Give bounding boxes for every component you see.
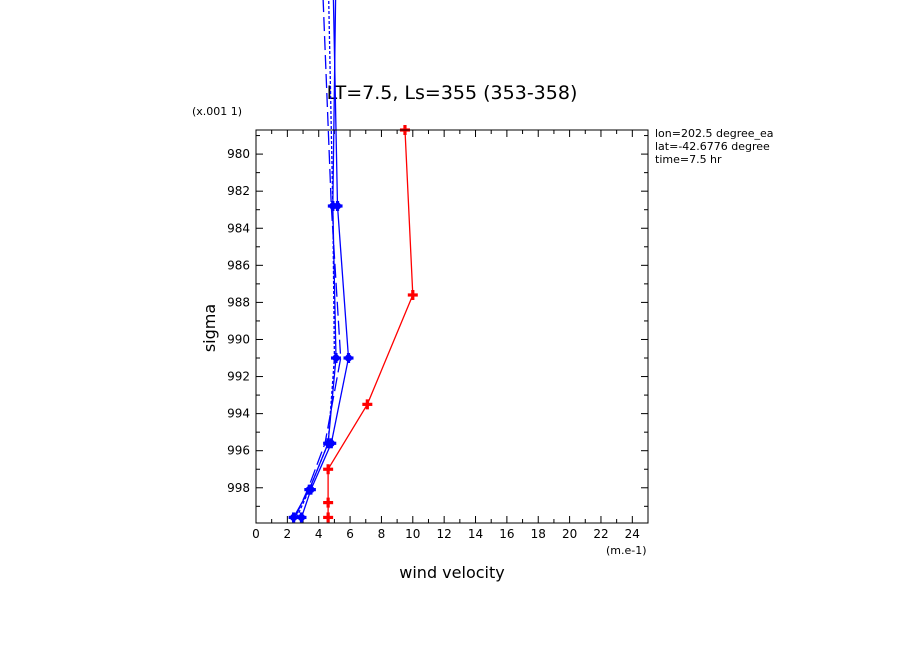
y-scale-label: (x.001 1) bbox=[192, 105, 242, 118]
chart-title: LT=7.5, Ls=355 (353-358) bbox=[327, 82, 578, 104]
y-tick-label: 986 bbox=[227, 258, 250, 272]
y-tick-label: 990 bbox=[227, 332, 250, 346]
x-tick-label: 12 bbox=[437, 527, 452, 541]
y-tick-label: 988 bbox=[227, 295, 250, 309]
y-tick-label: 992 bbox=[227, 370, 250, 384]
series-line bbox=[327, 129, 414, 518]
x-tick-label: 20 bbox=[562, 527, 577, 541]
data-point-marker bbox=[323, 464, 334, 475]
data-point-marker bbox=[362, 399, 373, 410]
x-tick-label: 18 bbox=[531, 527, 546, 541]
x-tick-label: 10 bbox=[405, 527, 420, 541]
x-tick-label: 24 bbox=[625, 527, 640, 541]
y-tick-label: 994 bbox=[227, 407, 250, 421]
series-line bbox=[294, 0, 342, 518]
info-line: time=7.5 hr bbox=[655, 153, 722, 166]
x-axis-label: wind velocity bbox=[399, 563, 504, 582]
y-tick-label: 996 bbox=[227, 444, 250, 458]
series-layer bbox=[288, 0, 418, 523]
data-point-marker bbox=[323, 497, 334, 508]
y-axis-label: sigma bbox=[200, 304, 219, 352]
x-tick-label: 22 bbox=[593, 527, 608, 541]
y-tick-label: 980 bbox=[227, 147, 250, 161]
data-point-marker bbox=[296, 512, 307, 523]
info-line: lat=-42.6776 degree bbox=[655, 140, 770, 153]
x-tick-label: 14 bbox=[468, 527, 483, 541]
data-point-marker bbox=[323, 512, 334, 523]
series-line bbox=[296, 0, 336, 518]
x-scale-label: (m.e-1) bbox=[606, 544, 647, 557]
x-tick-label: 2 bbox=[284, 527, 292, 541]
axis-ticks: 0 2 4 6 8 10 12 14 16 18 20 22 249809829849869889909… bbox=[227, 130, 648, 541]
x-tick-label: 16 bbox=[499, 527, 514, 541]
data-point-marker bbox=[407, 289, 418, 300]
y-tick-label: 998 bbox=[227, 481, 250, 495]
x-tick-label: 6 bbox=[346, 527, 354, 541]
x-tick-label: 0 bbox=[252, 527, 260, 541]
info-line: lon=202.5 degree_ea bbox=[655, 127, 774, 140]
y-tick-label: 984 bbox=[227, 221, 250, 235]
x-tick-label: 8 bbox=[378, 527, 386, 541]
data-point-marker bbox=[332, 201, 343, 212]
data-point-marker bbox=[343, 353, 354, 364]
y-tick-label: 982 bbox=[227, 184, 250, 198]
plot-frame bbox=[255, 129, 649, 524]
x-tick-label: 4 bbox=[315, 527, 323, 541]
